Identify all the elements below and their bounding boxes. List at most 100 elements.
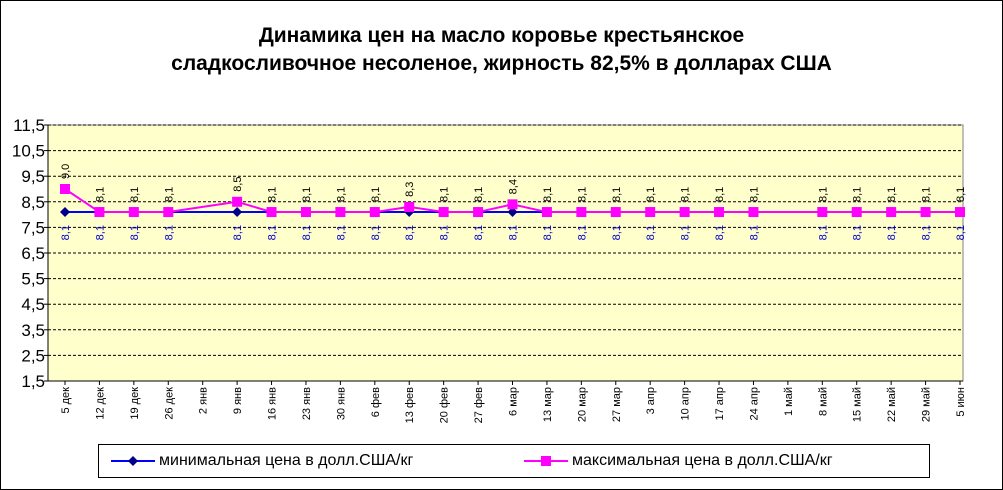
legend-label-min: минимальная цена в долл.США/кг [159,452,414,469]
x-tick-label: 27 фев [473,387,485,423]
data-label-min: 8,1 [817,225,829,240]
data-label-min: 8,1 [60,225,72,240]
data-label-max: 8,1 [645,187,657,202]
data-label-max: 8,4 [508,179,520,194]
data-label-min: 8,1 [163,225,175,240]
y-tick-label: 2,5 [21,346,45,365]
x-tick-label: 24 апр [748,387,760,420]
data-point-max [369,207,380,218]
y-tick-label: 4,5 [21,295,45,314]
data-label-min: 8,1 [439,225,451,240]
data-point-max [645,207,656,218]
x-tick-label: 19 дек [129,387,141,420]
data-label-min: 8,1 [576,225,588,240]
data-point-max [576,207,587,218]
data-label-max: 8,1 [335,187,347,202]
data-point-max [473,207,484,218]
data-point-max [300,207,311,218]
x-tick-label: 20 мар [576,387,588,422]
data-label-min: 8,1 [473,225,485,240]
data-point-max [748,207,759,218]
data-point-max [610,207,621,218]
data-point-max [404,201,415,212]
data-label-min: 8,1 [404,225,416,240]
data-label-max: 8,1 [439,187,451,202]
data-label-max: 8,1 [576,187,588,202]
data-point-min [507,207,518,218]
data-label-max: 8,1 [301,187,313,202]
data-label-max: 8,1 [267,187,279,202]
legend-swatch-max [524,456,568,466]
x-tick-label: 5 дек [60,387,72,414]
x-tick-label: 10 апр [680,387,692,420]
data-label-max: 8,1 [852,187,864,202]
data-label-max: 8,1 [680,187,692,202]
x-tick-label: 9 янв [232,387,244,414]
data-label-min: 8,1 [335,225,347,240]
legend: минимальная цена в долл.США/кг максималь… [98,444,930,478]
x-tick-label: 27 мар [611,387,623,422]
data-label-min: 8,1 [370,225,382,240]
data-point-max [60,184,70,194]
chart-title-line-1: Динамика цен на масло коровье крестьянск… [258,24,745,47]
data-label-min: 8,1 [508,225,520,240]
data-label-min: 8,1 [301,225,313,240]
y-tick-label: 3,5 [21,321,45,340]
y-tick-label: 5,5 [21,270,45,289]
y-tick-label: 10,5 [12,142,45,161]
data-label-max: 8,5 [232,177,244,192]
data-point-min [232,207,243,218]
x-tick-label: 15 май [852,387,864,422]
data-label-max: 8,1 [542,187,554,202]
data-point-max [232,196,243,207]
data-point-max [507,199,518,210]
data-label-max: 8,1 [473,187,485,202]
data-point-max [266,207,277,218]
data-label-max: 8,3 [404,182,416,197]
data-point-max [163,207,174,218]
x-tick-label: 16 янв [267,387,279,420]
legend-label-max: максимальная цена в долл.США/кг [572,452,833,469]
data-label-min: 8,1 [129,225,141,240]
x-tick-label: 20 фев [439,387,451,423]
y-tick-label: 7,5 [21,218,45,237]
data-label-max: 8,1 [886,187,898,202]
data-point-max [955,207,965,218]
chart-title-line-2: сладкосливочное несоленое, жирность 82,5… [171,52,832,75]
data-label-max: 8,1 [714,187,726,202]
data-label-max: 8,1 [94,187,106,202]
x-tick-label: 13 мар [542,387,554,422]
data-point-max [714,207,725,218]
x-tick-label: 22 май [886,387,898,422]
data-point-max [94,207,105,218]
x-tick-label: 8 май [817,387,829,416]
data-point-max [541,207,552,218]
x-tick-label: 2 янв [198,387,210,414]
x-tick-label: 1 май [783,387,795,416]
y-tick-label: 8,5 [21,193,45,212]
data-label-max: 8,1 [817,187,829,202]
data-label-min: 8,1 [232,225,244,240]
data-label-min: 8,1 [267,225,279,240]
data-label-min: 8,1 [645,225,657,240]
data-label-max: 9,0 [60,164,72,179]
x-tick-label: 6 мар [508,387,520,416]
data-label-min: 8,1 [748,225,760,240]
data-label-min: 8,1 [955,225,967,240]
data-label-min: 8,1 [852,225,864,240]
data-point-max [886,207,897,218]
y-tick-label: 9,5 [21,167,45,186]
x-tick-label: 17 апр [714,387,726,420]
data-label-min: 8,1 [611,225,623,240]
legend-item-min: минимальная цена в долл.США/кг [111,445,413,477]
x-tick-label: 23 янв [301,387,313,420]
legend-item-max: максимальная цена в долл.США/кг [524,445,833,477]
x-tick-label: 5 июн [955,387,967,417]
x-tick-label: 30 янв [335,387,347,420]
x-tick-label: 3 апр [645,387,657,414]
data-label-min: 8,1 [680,225,692,240]
y-tick-label: 6,5 [21,244,45,263]
legend-swatch-min [111,456,155,466]
data-label-max: 8,1 [921,187,933,202]
